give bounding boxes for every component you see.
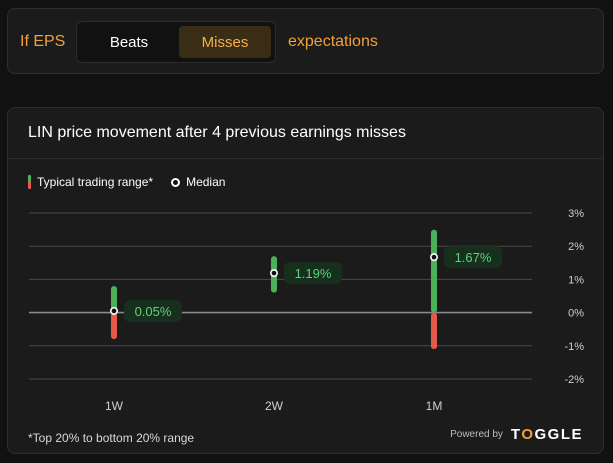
filter-prefix: If EPS: [20, 33, 66, 50]
range-bar-up: [431, 229, 437, 313]
range-bar-down: [431, 312, 437, 350]
median-label: 0.05%: [135, 304, 172, 319]
y-tick-label: 3%: [568, 208, 584, 220]
price-movement-card: LIN price movement after 4 previous earn…: [7, 107, 604, 454]
filter-suffix: expectations: [288, 33, 378, 50]
y-tick-label: -1%: [564, 341, 584, 353]
median-label-bg: [284, 262, 342, 285]
y-tick-label: 1%: [568, 274, 584, 286]
median-label: 1.19%: [295, 266, 332, 281]
x-tick-label: 1M: [426, 399, 443, 413]
median-point: [110, 306, 119, 315]
median-label-bg: [444, 246, 502, 269]
chart-legend: Typical trading range* Median: [28, 175, 225, 189]
x-tick-label: 2W: [265, 399, 284, 413]
beats-button[interactable]: Beats: [109, 33, 149, 51]
card-divider: [8, 158, 603, 159]
median-label: 1.67%: [455, 250, 492, 265]
y-tick-label: 2%: [568, 241, 584, 253]
y-tick-label: 0%: [568, 308, 584, 320]
x-tick-label: 1W: [105, 399, 124, 413]
powered-by[interactable]: Powered by TOGGLE: [450, 426, 583, 443]
y-tick-label: -2%: [564, 374, 584, 386]
beats-misses-toggle: Beats Misses: [76, 21, 276, 63]
median-label-bg: [124, 299, 182, 322]
range-legend-icon: [28, 175, 31, 189]
range-bar-up: [111, 286, 117, 313]
median-point: [269, 269, 278, 278]
card-title: LIN price movement after 4 previous earn…: [28, 124, 406, 141]
toggle-logo: TOGGLE: [510, 426, 583, 443]
range-bar-down: [111, 312, 117, 340]
eps-filter-bar: If EPS Beats Misses expectations: [7, 8, 604, 74]
median-legend-label: Median: [186, 175, 226, 189]
median-point: [429, 253, 438, 262]
misses-button[interactable]: Misses: [179, 26, 271, 58]
powered-by-label: Powered by: [450, 429, 503, 440]
range-legend-label: Typical trading range*: [37, 175, 154, 189]
median-legend-icon: [171, 177, 181, 187]
range-chart: 3% 2% 1% 0% -1% -2% 0.05% 1W 1.19% 2W 1.67% 1M: [29, 208, 584, 413]
footnote: *Top 20% to bottom 20% range: [28, 431, 195, 445]
